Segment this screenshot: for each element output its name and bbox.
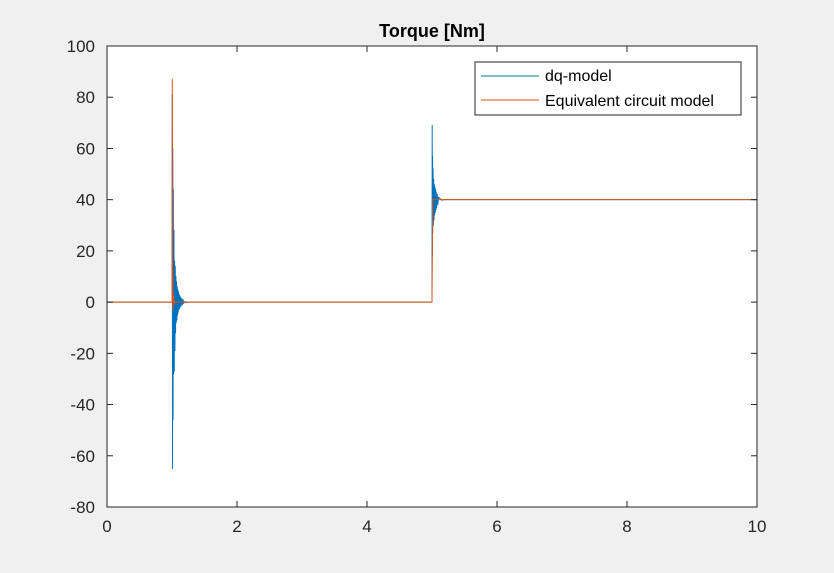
series-line-dq-model xyxy=(107,94,757,470)
y-tick-label: 60 xyxy=(76,139,95,158)
y-tick-label: 100 xyxy=(67,37,95,56)
y-tick-label: -60 xyxy=(70,447,95,466)
legend-label-equivalent-circuit-model: Equivalent circuit model xyxy=(545,93,714,110)
x-tick-label: 4 xyxy=(362,517,371,536)
x-tick-label: 10 xyxy=(748,517,767,536)
x-tick-label: 6 xyxy=(492,517,501,536)
x-tick-label: 2 xyxy=(232,517,241,536)
y-tick-label: 20 xyxy=(76,242,95,261)
legend[interactable]: dq-model Equivalent circuit model xyxy=(474,61,742,116)
chart-title: Torque [Nm] xyxy=(379,21,485,41)
x-tick-label: 8 xyxy=(622,517,631,536)
series-line-equivalent-circuit-model xyxy=(107,78,757,311)
y-tick-label: 40 xyxy=(76,191,95,210)
y-tick-label: 80 xyxy=(76,88,95,107)
y-tick-label: 0 xyxy=(86,293,95,312)
y-tick-label: -80 xyxy=(70,498,95,517)
legend-label-dq-model: dq-model xyxy=(545,68,612,85)
y-tick-label: -40 xyxy=(70,396,95,415)
series-layer xyxy=(107,78,757,470)
legend-box xyxy=(474,61,742,116)
x-tick-label: 0 xyxy=(102,517,111,536)
y-tick-label: -20 xyxy=(70,344,95,363)
axes-frame xyxy=(106,45,758,508)
axes-layer: 0 2 4 6 8 10 -80 -60 -40 -20 0 20 40 60 80 100 xyxy=(67,37,767,536)
